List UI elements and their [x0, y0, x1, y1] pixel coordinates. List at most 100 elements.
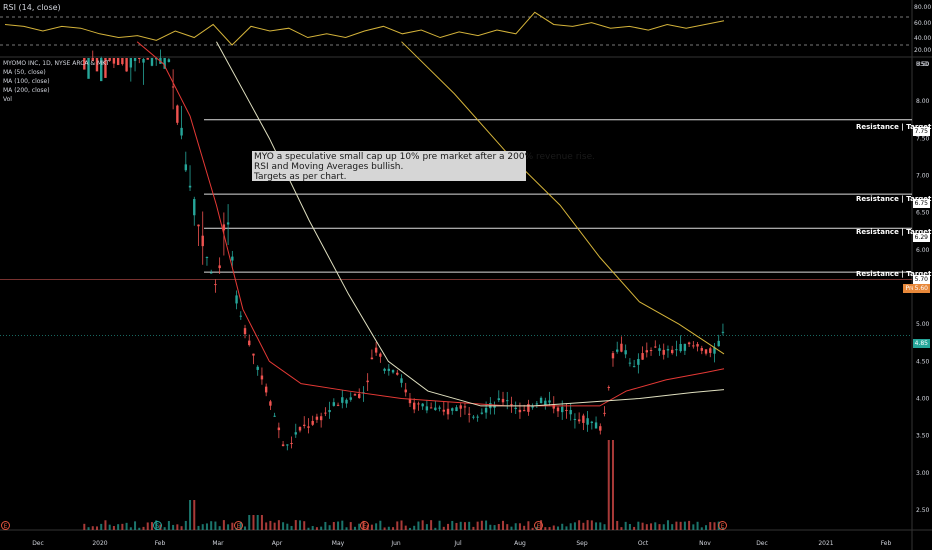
- volume-bar: [434, 527, 437, 530]
- candle-body: [421, 403, 424, 407]
- candle-body: [670, 349, 674, 354]
- candle-body: [675, 349, 678, 351]
- candle-body: [298, 427, 302, 431]
- earnings-marker-1[interactable]: E: [1, 521, 10, 530]
- volume-bar: [222, 520, 225, 530]
- candle-body: [264, 386, 268, 393]
- candle-body: [700, 348, 703, 351]
- volume-bar: [146, 522, 149, 530]
- candle-body: [353, 394, 357, 396]
- volume-bar: [548, 527, 551, 530]
- volume-bar: [493, 525, 496, 530]
- volume-bar: [315, 527, 318, 530]
- volume-bar: [662, 524, 665, 530]
- candle-body: [480, 412, 484, 414]
- candle-body: [222, 224, 226, 231]
- candle-body: [624, 350, 627, 355]
- volume-bar: [193, 500, 196, 530]
- volume-bar: [510, 526, 513, 530]
- y-tick-label-12: 2.50: [916, 507, 930, 514]
- legend-ma200: MA (200, close): [3, 87, 50, 94]
- candle-body: [235, 295, 238, 304]
- candle-body: [599, 426, 602, 431]
- candle-body: [451, 408, 454, 411]
- candle-body: [620, 343, 623, 352]
- volume-bar: [112, 526, 115, 530]
- candle-body: [290, 442, 293, 445]
- volume-bar: [582, 522, 585, 530]
- price-tag-r1: 7.75: [912, 127, 930, 136]
- x-tick-label-13: 2021: [818, 540, 833, 547]
- volume-bar: [307, 527, 310, 530]
- candle-body: [277, 427, 281, 431]
- volume-bar: [184, 520, 187, 530]
- candle-body: [303, 424, 306, 426]
- candle-body: [535, 403, 539, 405]
- candle-body: [239, 315, 242, 317]
- volume-bar: [286, 523, 289, 530]
- volume-bar: [590, 520, 593, 530]
- volume-bar: [328, 525, 331, 530]
- volume-bar: [167, 521, 170, 530]
- earnings-marker-4[interactable]: E: [534, 521, 543, 530]
- candle-body: [248, 340, 251, 346]
- candle-body: [184, 164, 188, 171]
- candle-body: [717, 340, 720, 347]
- volume-bar: [265, 522, 268, 530]
- volume-bar: [353, 526, 356, 530]
- earnings-marker-5[interactable]: E: [718, 521, 727, 530]
- y-tick-label-2: 7.50: [916, 135, 930, 142]
- volume-bar: [358, 523, 361, 530]
- volume-bar: [404, 525, 407, 530]
- candle-body: [586, 418, 589, 425]
- candle-body: [336, 404, 340, 406]
- candle-body: [425, 406, 429, 411]
- ma200-line: [401, 41, 725, 355]
- volume-bar: [518, 523, 521, 530]
- volume-bar: [125, 522, 128, 530]
- volume-bar: [273, 522, 276, 530]
- volume-bar: [180, 526, 183, 530]
- candle-body: [332, 402, 336, 406]
- volume-bar: [134, 521, 137, 530]
- candle-body: [358, 393, 361, 398]
- volume-bar: [413, 525, 416, 530]
- volume-bar: [611, 440, 614, 530]
- candle-body: [510, 404, 513, 406]
- candle-body: [501, 398, 505, 403]
- candle-body: [417, 403, 420, 405]
- annotation-note[interactable]: MYO a speculative small cap up 10% pre m…: [252, 151, 595, 182]
- volume-bar: [345, 527, 348, 530]
- volume-bar: [227, 524, 230, 530]
- split-marker[interactable]: S: [153, 521, 162, 530]
- candle-body: [709, 348, 712, 353]
- volume-bar: [709, 522, 712, 530]
- rsi-scale-40: 40.00: [914, 35, 932, 42]
- earnings-marker-3[interactable]: E: [360, 521, 369, 530]
- earnings-marker-2[interactable]: E: [234, 521, 243, 530]
- candle-body: [645, 350, 649, 353]
- x-tick-label-10: Oct: [638, 540, 649, 547]
- volume-bar: [87, 527, 90, 530]
- candle-body: [522, 410, 526, 412]
- volume-bar: [138, 527, 141, 530]
- volume-bar: [700, 527, 703, 530]
- candle-body: [713, 347, 716, 354]
- candle-body: [577, 419, 581, 422]
- candle-body: [721, 331, 725, 333]
- volume-bar: [121, 523, 124, 530]
- candle-body: [704, 349, 708, 354]
- resistance-label-4: Resistance | Target: [856, 270, 932, 278]
- resistance-label-3: Resistance | Target: [856, 228, 932, 236]
- x-tick-label-2: Feb: [155, 540, 166, 547]
- volume-bar: [502, 520, 505, 530]
- candle-body: [146, 58, 149, 60]
- volume-bar: [523, 525, 526, 530]
- candle-body: [205, 257, 209, 259]
- volume-bar: [387, 526, 390, 530]
- candle-body: [666, 349, 670, 351]
- volume-bar: [599, 522, 602, 530]
- ma100-line: [216, 41, 725, 407]
- candle-body: [438, 407, 441, 409]
